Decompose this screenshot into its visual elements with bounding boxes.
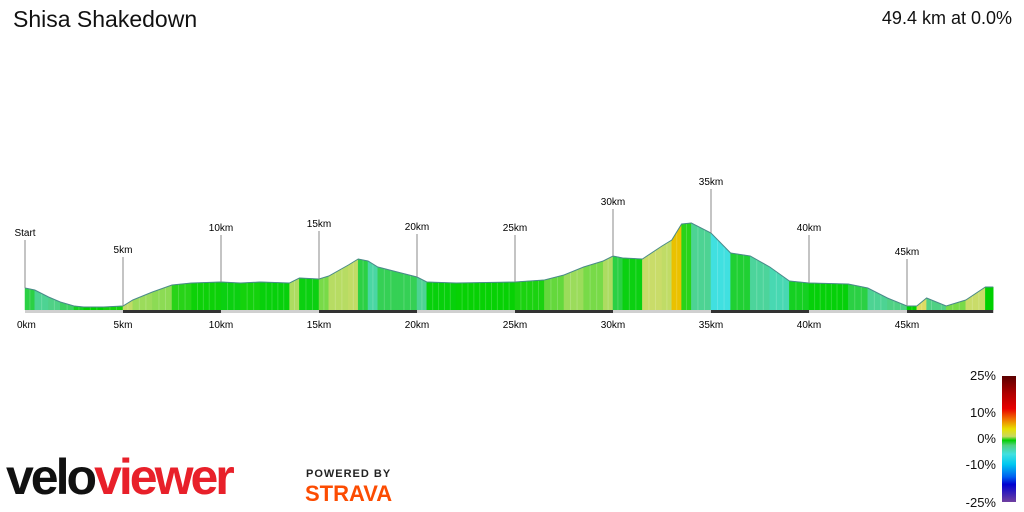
distance-marker-label: 40km [797,223,821,234]
distance-marker-label: 20km [405,222,429,233]
distance-bar-segment [123,310,221,313]
distance-marker-label: Start [14,228,35,239]
profile-segment [583,260,604,311]
profile-segment [426,281,457,311]
distance-marker-label: 5km [114,245,133,256]
profile-segment [985,286,994,311]
profile-outline [24,222,994,308]
distance-marker-label: 35km [699,177,723,188]
x-tick-label: 0km [17,320,36,331]
profile-segment [749,255,771,311]
profile-segment [642,245,663,311]
profile-segment [191,281,222,311]
legend-label: -10% [965,457,996,472]
profile-segment [867,287,888,311]
x-tick-label: 5km [114,320,133,331]
profile-segment [259,281,290,311]
profile-segment [328,264,349,311]
x-tick-label: 45km [895,320,919,331]
veloviewer-logo: veloviewer [6,449,235,505]
legend-label: 0% [977,431,996,446]
legend-label: -25% [965,495,996,510]
profile-segment [377,266,398,311]
distance-bar-segment [711,310,809,313]
x-tick-label: 25km [503,320,527,331]
profile-segment [789,280,810,311]
profile-segment [710,232,731,311]
profile-segment [691,222,712,311]
distance-bar-segment [417,310,515,313]
distance-marker-label: 30km [601,197,625,208]
distance-bar-segment [613,310,711,313]
profile-segment [887,297,908,311]
profile-segment [220,281,241,311]
profile-segment [622,257,643,311]
powered-by-text: POWERED BY [306,468,392,480]
route-summary: 49.4 km at 0.0% [881,8,1012,28]
profile-segment [240,281,261,311]
x-tick-label: 35km [699,320,723,331]
profile-segment [299,277,320,311]
profile-segment [514,279,545,311]
profile-segment [171,282,192,311]
profile-segment [132,291,153,311]
route-title: Shisa Shakedown [13,6,198,32]
distance-bar-segment [319,310,417,313]
distance-marker-label: 45km [895,247,919,258]
x-tick-label: 10km [209,320,233,331]
distance-bar-segment [515,310,613,313]
gradient-color-scale [1002,376,1016,502]
distance-bar-segment [809,310,907,313]
distance-marker-label: 10km [209,223,233,234]
distance-marker-label: 25km [503,223,527,234]
x-tick-label: 30km [601,320,625,331]
distance-marker-label: 15km [307,219,331,230]
legend-label: 10% [969,405,996,420]
distance-bar-segment [25,310,123,313]
x-tick-label: 40km [797,320,821,331]
distance-bar-segment [907,310,994,313]
x-tick-label: 15km [307,320,331,331]
profile-segment [544,274,565,311]
legend-label: 25% [969,368,996,383]
profile-segment [730,252,751,311]
x-tick-label: 20km [405,320,429,331]
profile-segment [397,271,418,311]
distance-bar-segment [221,310,319,313]
strava-logo: STRAVA [305,481,393,506]
